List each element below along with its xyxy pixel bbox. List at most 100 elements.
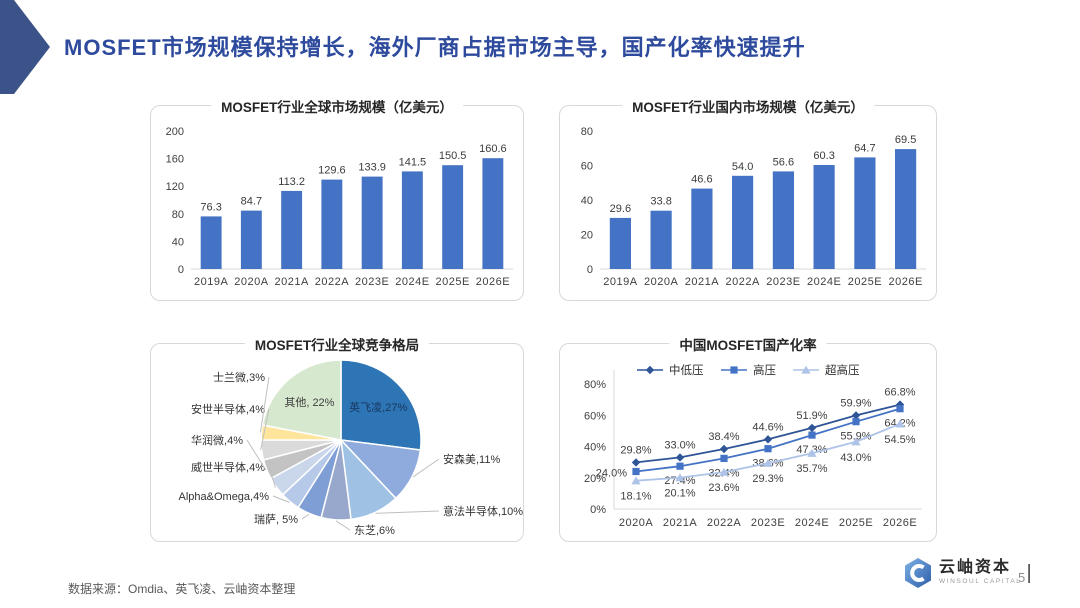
svg-text:2020A: 2020A [619,517,653,529]
svg-text:2021A: 2021A [274,276,308,288]
svg-text:160: 160 [166,154,184,166]
svg-text:40%: 40% [584,442,606,454]
svg-text:2022A: 2022A [707,517,741,529]
svg-text:2026E: 2026E [883,517,917,529]
svg-text:2024E: 2024E [807,276,841,288]
global-market-bar-chart: 0 40 80 120 160 200 76.3 2019A 84.7 2020A 113.2 202… [166,126,513,288]
svg-text:40: 40 [581,195,593,207]
svg-text:54.0: 54.0 [732,161,753,173]
logo-divider: | [1026,561,1032,584]
svg-text:33.0%: 33.0% [664,439,695,451]
svg-text:66.8%: 66.8% [884,387,915,399]
svg-text:80: 80 [581,126,593,138]
logo-name: 云岫资本 [939,559,1012,577]
header-arrow-icon [0,0,50,94]
panel-competitive-landscape: MOSFET行业全球竞争格局 英飞凌,27% 安森美,11% 意法半导体,10% 东芝… [150,334,524,542]
svg-text:160.6: 160.6 [479,143,507,155]
svg-text:40: 40 [172,236,184,248]
svg-text:2025E: 2025E [839,517,873,529]
localization-rate-line-chart: 0% 20% 40% 60% 80% 2020A 2021A 2022A 2023E 2024E 2… [584,363,922,529]
svg-text:80: 80 [172,209,184,221]
svg-text:69.5: 69.5 [895,134,916,146]
chart-title-domestic-market: MOSFET行业国内市场规模（亿美元） [622,96,874,116]
svg-text:133.9: 133.9 [358,162,386,174]
panel-localization-rate: 中国MOSFET国产化率 0% 20% 40% 60% 80% 2020A 2021A 202… [559,334,937,542]
svg-text:76.3: 76.3 [200,201,221,213]
svg-text:129.6: 129.6 [318,165,346,177]
svg-text:20.1%: 20.1% [664,488,695,500]
svg-text:113.2: 113.2 [278,176,305,188]
svg-text:56.6: 56.6 [773,156,794,168]
chart-title-global-market: MOSFET行业全球市场规模（亿美元） [211,96,463,116]
svg-text:54.5%: 54.5% [884,434,915,446]
svg-text:2025E: 2025E [435,276,469,288]
svg-text:威世半导体,4%: 威世半导体,4% [191,460,265,474]
svg-text:150.5: 150.5 [439,150,467,162]
competitive-landscape-pie-chart: 英飞凌,27% 安森美,11% 意法半导体,10% 东芝,6% 瑞萨, 5% Alpha&… [179,359,523,537]
svg-text:29.6: 29.6 [610,203,631,215]
svg-text:2026E: 2026E [888,276,922,288]
svg-text:2022A: 2022A [725,276,759,288]
logo-cube-icon [905,558,931,588]
svg-text:60%: 60% [584,410,606,422]
svg-text:2024E: 2024E [795,517,829,529]
svg-text:141.5: 141.5 [399,156,427,168]
svg-text:2021A: 2021A [663,517,697,529]
svg-text:英飞凌,27%: 英飞凌,27% [349,400,407,414]
logo-text: 云岫资本 WINSOUL CAPITAL [939,560,1022,586]
svg-text:120: 120 [166,181,184,193]
svg-text:44.6%: 44.6% [752,421,783,433]
svg-text:20%: 20% [584,473,606,485]
panel-global-market: MOSFET行业全球市场规模（亿美元） 0 40 80 120 160 200 76.3 20… [150,96,524,301]
svg-text:84.7: 84.7 [241,196,262,208]
svg-text:51.9%: 51.9% [796,410,827,422]
page-number: 5 [1018,570,1026,585]
svg-text:33.8: 33.8 [650,196,671,208]
svg-text:59.9%: 59.9% [840,397,871,409]
svg-text:55.9%: 55.9% [840,431,871,443]
logo-subtitle: WINSOUL CAPITAL [939,578,1022,586]
svg-text:2021A: 2021A [685,276,719,288]
svg-text:超高压: 超高压 [825,363,860,377]
svg-text:Alpha&Omega,4%: Alpha&Omega,4% [179,491,270,503]
svg-text:24.0%: 24.0% [596,468,627,480]
svg-text:2023E: 2023E [766,276,800,288]
svg-text:高压: 高压 [753,363,776,377]
svg-text:东芝,6%: 东芝,6% [354,524,395,537]
svg-text:其他, 22%: 其他, 22% [284,396,334,409]
svg-text:安森美,11%: 安森美,11% [443,452,500,466]
svg-text:2020A: 2020A [234,276,268,288]
svg-text:35.7%: 35.7% [796,463,827,475]
domestic-market-bar-chart: 0 20 40 60 80 29.6 2019A 33.8 2020A 46.6 2021A 54.0… [581,126,926,288]
panel-domestic-market: MOSFET行业国内市场规模（亿美元） 0 20 40 60 80 29.6 2019A 33… [559,96,937,301]
svg-text:23.6%: 23.6% [708,482,739,494]
svg-text:29.8%: 29.8% [620,444,651,456]
svg-text:18.1%: 18.1% [620,491,651,503]
svg-text:60.3: 60.3 [813,150,834,162]
svg-text:0%: 0% [590,504,606,516]
svg-text:2023E: 2023E [751,517,785,529]
svg-text:80%: 80% [584,379,606,391]
svg-text:2019A: 2019A [603,276,637,288]
svg-text:2020A: 2020A [644,276,678,288]
svg-text:2019A: 2019A [194,276,228,288]
svg-text:2022A: 2022A [315,276,349,288]
page-title: MOSFET市场规模保持增长，海外厂商占据市场主导，国产化率快速提升 [64,35,806,60]
svg-text:64.7: 64.7 [854,142,875,154]
company-logo: 云岫资本 WINSOUL CAPITAL | [903,557,1032,589]
chart-title-localization-rate: 中国MOSFET国产化率 [669,334,827,354]
svg-text:0: 0 [178,264,184,276]
svg-text:意法半导体,10%: 意法半导体,10% [443,504,523,518]
svg-text:38.4%: 38.4% [708,431,739,443]
svg-text:中低压: 中低压 [669,364,704,377]
svg-text:2025E: 2025E [848,276,882,288]
svg-text:20: 20 [581,230,593,242]
svg-text:0: 0 [587,264,593,276]
svg-text:安世半导体,4%: 安世半导体,4% [191,402,265,416]
svg-text:士兰微,3%: 士兰微,3% [213,370,265,384]
data-source-note: 数据来源：Omdia、英飞凌、云岫资本整理 [68,582,296,596]
svg-text:瑞萨, 5%: 瑞萨, 5% [254,512,298,526]
svg-text:46.6: 46.6 [691,174,712,186]
chart-title-competitive-landscape: MOSFET行业全球竞争格局 [244,334,430,354]
